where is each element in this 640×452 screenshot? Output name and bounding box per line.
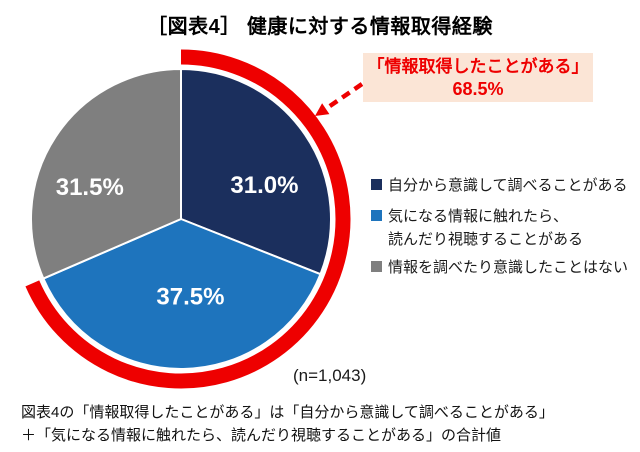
legend-item-0: 自分から意識して調べることがある xyxy=(371,174,633,197)
highlight-callout-value: 68.5% xyxy=(452,78,504,99)
callout-arrow-line xyxy=(325,82,364,110)
legend-item-label: 自分から意識して調べることがある xyxy=(388,177,628,194)
highlight-callout-label: 「情報取得したことがある」 xyxy=(367,56,589,76)
legend-item-label: 情報を調べたり意識したことはない xyxy=(388,259,629,276)
slice-label-1: 37.5% xyxy=(156,283,224,310)
slice-label-0: 31.0% xyxy=(230,172,298,199)
footnote: 図表4の「情報取得したことがある」は「自分から意識して調べることがある」 ＋「気… xyxy=(21,404,554,444)
highlight-arc xyxy=(25,49,351,389)
pie-slice-1 xyxy=(42,218,322,370)
highlight-callout: 「情報取得したことがある」 68.5% xyxy=(363,53,593,102)
sample-size-label: (n=1,043) xyxy=(293,366,367,385)
page-title: ［図表4］ 健康に対する情報取得経験 xyxy=(147,16,493,38)
legend-item-label: 気になる情報に触れたら、 読んだり視聴することがある xyxy=(388,208,584,248)
legend-swatch-icon xyxy=(371,210,382,221)
slice-label-2: 31.5% xyxy=(56,174,124,201)
callout-arrow-head-icon xyxy=(315,103,330,116)
chart-legend: 自分から意識して調べることがある気になる情報に触れたら、 読んだり視聴することが… xyxy=(371,174,633,279)
legend-item-2: 情報を調べたり意識したことはない xyxy=(371,256,633,279)
legend-swatch-icon xyxy=(371,261,382,272)
legend-swatch-icon xyxy=(371,179,382,190)
legend-item-1: 気になる情報に触れたら、 読んだり視聴することがある xyxy=(371,205,633,251)
pie-slice-0 xyxy=(180,68,332,276)
pie-slice-2 xyxy=(30,68,182,280)
